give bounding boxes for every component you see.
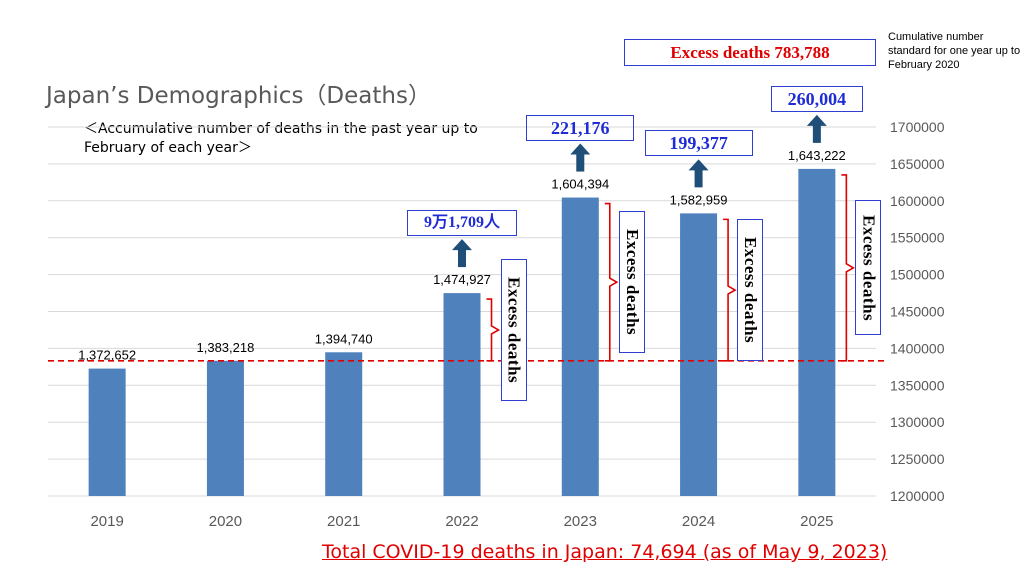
y-tick-label: 1600000 bbox=[890, 193, 945, 209]
value-label: 1,643,222 bbox=[788, 148, 846, 163]
excess-deaths-label: Excess deaths bbox=[618, 211, 645, 354]
x-tick-labels: 2019 2020 2021 2022 2023 2024 2025 bbox=[90, 513, 833, 530]
bar bbox=[325, 352, 363, 496]
bar bbox=[88, 368, 126, 496]
excess-bracket bbox=[841, 174, 855, 362]
value-labels: 1,372,652 1,383,218 1,394,740 1,474,927 1,60… bbox=[78, 148, 846, 363]
excess-value-box: 199,377 bbox=[644, 130, 753, 157]
x-tick-label: 2024 bbox=[682, 513, 715, 530]
y-tick-label: 1400000 bbox=[890, 340, 945, 356]
x-tick-label: 2023 bbox=[564, 513, 597, 530]
chart-subtitle: ＜Accumulative number of deaths in the pa… bbox=[84, 121, 478, 156]
y-tick-labels: 1200000 1250000 1300000 1350000 1400000 14500… bbox=[890, 119, 945, 504]
value-label: 1,604,394 bbox=[551, 177, 609, 192]
excess-bracket bbox=[604, 202, 619, 362]
excess-value-box: 9万1,709人 bbox=[407, 210, 517, 237]
y-tick-label: 1650000 bbox=[890, 156, 945, 172]
excess-bracket bbox=[723, 218, 737, 362]
excess-deaths-label: Excess deaths bbox=[855, 200, 882, 336]
arrow-head bbox=[452, 239, 472, 251]
excess-deaths-label: Excess deaths bbox=[737, 219, 764, 362]
bar bbox=[561, 197, 599, 496]
chart-title: Japan’s Demographics（Deaths） bbox=[46, 83, 431, 109]
y-tick-label: 1250000 bbox=[890, 451, 945, 467]
excess-value-box: 221,176 bbox=[526, 114, 635, 141]
bar bbox=[680, 213, 718, 496]
x-tick-label: 2022 bbox=[445, 513, 478, 530]
arrow-shaft bbox=[458, 249, 466, 268]
value-label: 1,372,652 bbox=[78, 348, 136, 363]
bar bbox=[443, 293, 481, 496]
standard-note: Cumulative number standard for one year … bbox=[888, 31, 1021, 71]
up-arrow-icon bbox=[570, 143, 591, 172]
y-tick-label: 1200000 bbox=[890, 488, 945, 504]
bar bbox=[798, 168, 836, 496]
up-arrow-icon bbox=[688, 159, 709, 188]
y-tick-label: 1700000 bbox=[890, 119, 945, 135]
excess-annotations bbox=[48, 114, 884, 362]
arrow-shaft bbox=[576, 153, 585, 172]
x-tick-label: 2019 bbox=[90, 513, 123, 530]
bars bbox=[88, 168, 836, 496]
x-tick-label: 2025 bbox=[800, 513, 833, 530]
value-label: 1,394,740 bbox=[315, 331, 373, 346]
bar bbox=[206, 360, 244, 496]
y-tick-label: 1350000 bbox=[890, 377, 945, 393]
covid-deaths-footnote: Total COVID-19 deaths in Japan: 74,694 (… bbox=[322, 541, 888, 563]
y-tick-label: 1300000 bbox=[890, 414, 945, 430]
x-tick-label: 2020 bbox=[209, 513, 242, 530]
arrow-shaft bbox=[694, 169, 703, 188]
value-label: 1,582,959 bbox=[670, 192, 728, 207]
excess-value-box: 260,004 bbox=[770, 85, 863, 112]
arrow-head bbox=[688, 159, 709, 171]
excess-deaths-label: Excess deaths bbox=[500, 258, 527, 401]
up-arrow-icon bbox=[806, 114, 827, 143]
y-tick-label: 1500000 bbox=[890, 267, 945, 283]
x-tick-label: 2021 bbox=[327, 513, 360, 530]
arrow-shaft bbox=[812, 124, 821, 143]
excess-bracket bbox=[486, 298, 501, 362]
arrow-head bbox=[570, 143, 591, 155]
value-label: 1,383,218 bbox=[197, 340, 255, 355]
arrow-head bbox=[806, 114, 827, 126]
value-label: 1,474,927 bbox=[433, 272, 491, 287]
up-arrow-icon bbox=[452, 239, 472, 268]
excess-total-box: Excess deaths 783,788 bbox=[624, 39, 876, 66]
y-tick-label: 1450000 bbox=[890, 304, 945, 320]
y-tick-label: 1550000 bbox=[890, 230, 945, 246]
